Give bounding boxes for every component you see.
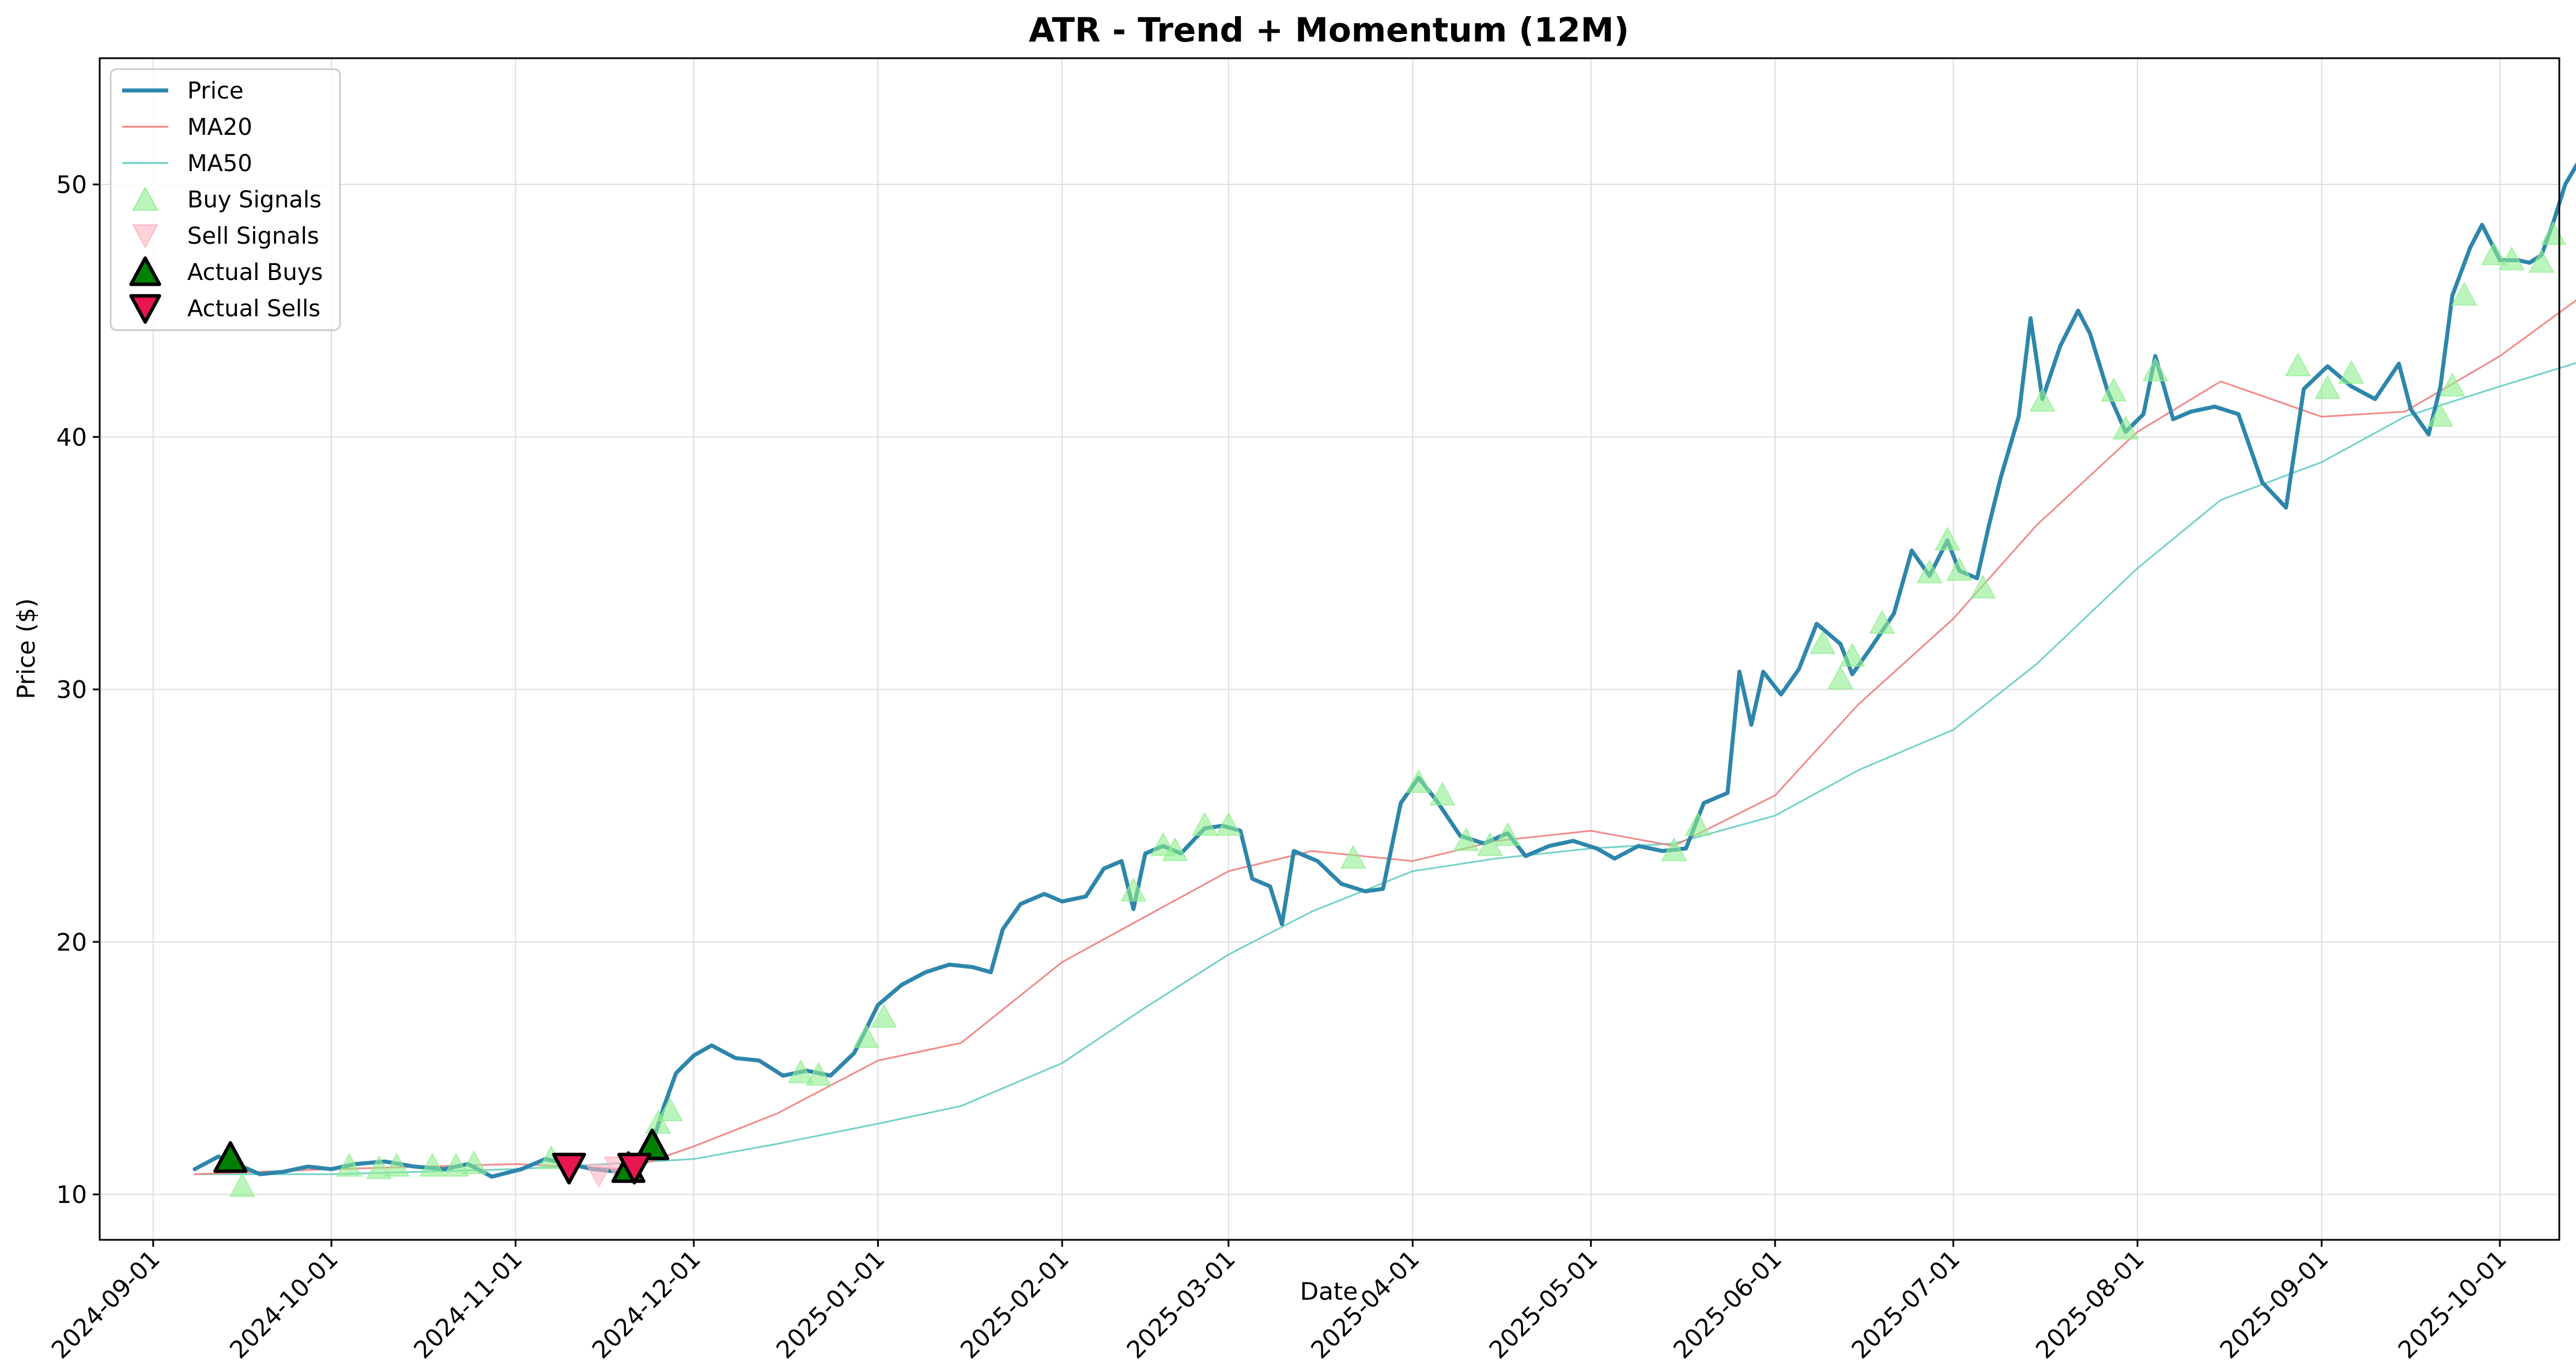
buy-signal-marker — [1162, 837, 1188, 861]
buy-signal-marker — [1120, 877, 1147, 902]
legend-swatch-actual-sell — [129, 294, 161, 324]
buy-signal-marker — [383, 1152, 410, 1177]
buy-signal-marker — [853, 1024, 879, 1048]
buy-signal-marker — [2498, 246, 2525, 271]
legend-label: Actual Buys — [187, 259, 323, 286]
y-tick-label: 40 — [56, 423, 87, 451]
buy-signal-marker — [657, 1097, 683, 1121]
buy-signal-marker — [1839, 642, 1865, 667]
y-axis-title: Price ($) — [12, 598, 40, 699]
actual-buy-marker — [213, 1141, 248, 1173]
legend-swatch-sell-signal — [132, 224, 158, 249]
legend-box — [109, 68, 341, 331]
y-tick-label: 30 — [56, 676, 87, 704]
buy-signal-marker — [1827, 665, 1854, 690]
legend-label: Actual Sells — [187, 296, 320, 322]
buy-signal-marker — [460, 1150, 488, 1175]
legend-label: Buy Signals — [187, 187, 322, 213]
buy-signal-marker — [2142, 357, 2169, 381]
buy-signal-marker — [2481, 241, 2507, 266]
actual-sell-marker — [617, 1152, 652, 1185]
legend: Price MA20 MA50 Buy Signals Sell Signals Actu… — [109, 68, 341, 331]
buy-signal-marker — [1340, 845, 1366, 869]
y-axis: 10 20 30 40 50 — [56, 171, 100, 1209]
buy-signal-marker — [365, 1155, 392, 1179]
buy-signal-marker — [1684, 812, 1711, 836]
buy-signal-marker — [443, 1152, 470, 1177]
legend-swatch-actual-buy — [129, 256, 161, 286]
buy-signal-marker — [2338, 360, 2365, 384]
buy-signal-marker — [1494, 822, 1521, 846]
legend-label: MA20 — [187, 114, 252, 141]
buy-signal-marker — [1453, 827, 1479, 852]
legend-label: Price — [187, 78, 244, 104]
buy-signal-marker — [2528, 248, 2555, 273]
y-tick-label: 50 — [56, 171, 87, 199]
buy-signal-marker — [2112, 415, 2139, 440]
series-line-ma50 — [194, 362, 2576, 1175]
buy-signal-marker — [1215, 812, 1242, 836]
y-tick-label: 10 — [56, 1180, 87, 1209]
buy-signal-marker — [2284, 352, 2311, 377]
buy-signal-marker — [1916, 559, 1943, 584]
series-line-ma20 — [194, 299, 2576, 1175]
buy-signal-marker — [2451, 281, 2477, 306]
buy-signal-marker — [419, 1152, 445, 1177]
buy-signal-marker — [787, 1059, 814, 1084]
buy-signal-marker — [1661, 837, 1687, 861]
x-axis-title: Date — [1300, 1277, 1358, 1306]
buy-signal-marker — [2029, 387, 2056, 412]
y-tick-label: 20 — [56, 928, 87, 956]
markers-layer — [213, 221, 2567, 1197]
legend-label: Sell Signals — [187, 223, 319, 249]
legend-swatch-buy-signal — [132, 186, 158, 211]
buy-signal-marker — [805, 1062, 832, 1086]
grid-lines — [100, 58, 2559, 1240]
actual-buy-marker — [635, 1128, 670, 1160]
actual-sell-marker — [552, 1152, 587, 1185]
buy-signal-marker — [2439, 372, 2466, 397]
buy-signal-marker — [2314, 375, 2341, 399]
buy-signal-marker — [229, 1172, 256, 1197]
buy-signal-marker — [1934, 526, 1961, 551]
buy-signal-marker — [1191, 812, 1218, 836]
buy-signal-marker — [1869, 610, 1895, 634]
buy-signal-marker — [1406, 769, 1432, 793]
buy-signal-marker — [2101, 377, 2127, 402]
sell-signal-marker — [586, 1164, 612, 1189]
buy-signal-marker — [1429, 781, 1456, 806]
buy-signal-marker — [1946, 557, 1973, 581]
buy-signal-marker — [1810, 630, 1836, 654]
plot-frame — [99, 57, 2560, 1241]
buy-signal-marker — [1970, 574, 1996, 599]
buy-signal-marker — [871, 1004, 897, 1028]
legend-label: MA50 — [187, 150, 252, 177]
chart-title: ATR - Trend + Momentum (12M) — [1029, 10, 1629, 50]
buy-signal-marker — [2427, 403, 2454, 427]
buy-signal-marker — [336, 1152, 362, 1177]
buy-signal-marker — [645, 1110, 671, 1134]
